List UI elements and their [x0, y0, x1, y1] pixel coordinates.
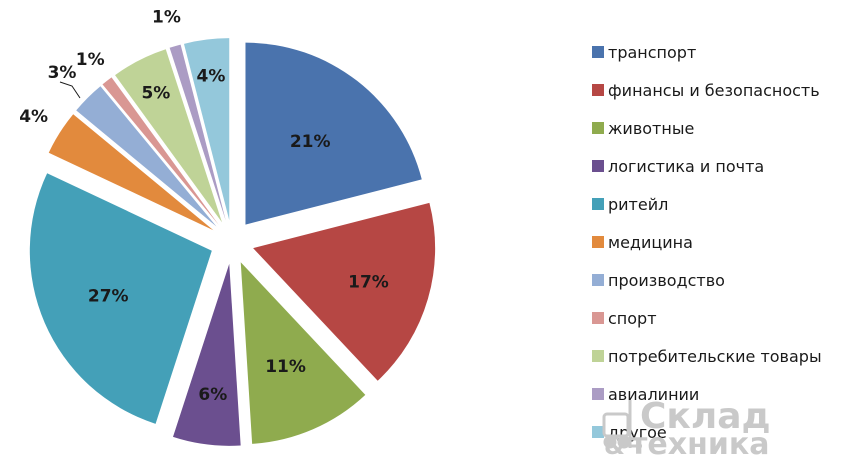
data-label-спорт: 1% [76, 50, 105, 70]
pie-slice-спорт [102, 77, 219, 225]
legend-swatch-авиалинии [592, 388, 604, 400]
legend-label-спорт: спорт [608, 309, 657, 328]
data-label-финансы-и-безопасность: 17% [348, 273, 389, 293]
pie-slice-потребительские-товары [115, 49, 223, 223]
pie-slice-другое [183, 38, 230, 221]
data-label-ритейл: 27% [88, 287, 129, 307]
legend: транспорт финансы и безопасность животные л… [592, 43, 822, 442]
legend-swatch-производство [592, 274, 604, 286]
legend-label-потребительские-товары: потребительские товары [608, 347, 822, 366]
pie-slice-финансы-и-безопасность [253, 202, 436, 381]
legend-swatch-логистика-и-почта [592, 160, 604, 172]
pie-slice-животные [240, 262, 366, 444]
legend-label-финансы-и-безопасность: финансы и безопасность [608, 81, 820, 100]
watermark-line1: Склад [640, 396, 771, 437]
pie-slice-ритейл [29, 173, 212, 424]
data-label-медицина: 4% [19, 107, 48, 127]
legend-swatch-животные [592, 122, 604, 134]
data-label-логистика-и-почта: 6% [198, 385, 227, 405]
legend-swatch-транспорт [592, 46, 604, 58]
data-label-авиалинии: 1% [152, 7, 181, 27]
watermark-logo: Склад & техника [602, 396, 771, 462]
legend-swatch-другое [592, 426, 604, 438]
legend-swatch-ритейл [592, 198, 604, 210]
legend-label-транспорт: транспорт [608, 43, 696, 62]
data-label-животные: 11% [265, 357, 306, 377]
pie-slice-производство [76, 86, 217, 227]
legend-label-логистика-и-почта: логистика и почта [608, 157, 764, 176]
legend-label-ритейл: ритейл [608, 195, 668, 214]
data-label-производство: 3% [48, 63, 77, 83]
leader-line [59, 81, 81, 99]
pie-slice-медицина [48, 114, 214, 231]
pie-data-labels: 21%17%11%6%27%4%3%1%5%1%4% [19, 7, 389, 404]
legend-swatch-медицина [592, 236, 604, 248]
watermark-line2: техника [630, 427, 769, 462]
data-label-транспорт: 21% [290, 132, 331, 152]
pie-slice-логистика-и-почта [173, 263, 241, 446]
legend-label-производство: производство [608, 271, 725, 290]
legend-label-авиалинии: авиалинии [608, 385, 699, 404]
pie-slices [29, 38, 436, 446]
legend-label-животные: животные [608, 119, 694, 138]
legend-swatch-финансы-и-безопасность [592, 84, 604, 96]
data-label-другое: 4% [197, 67, 226, 87]
pie-slice-транспорт [245, 42, 422, 225]
forklift-icon [602, 400, 642, 449]
legend-label-медицина: медицина [608, 233, 693, 252]
pie-slice-авиалинии [169, 44, 226, 221]
data-label-потребительские-товары: 5% [141, 84, 170, 104]
watermark-ampersand: & [604, 432, 625, 460]
legend-swatch-потребительские-товары [592, 350, 604, 362]
legend-swatch-спорт [592, 312, 604, 324]
